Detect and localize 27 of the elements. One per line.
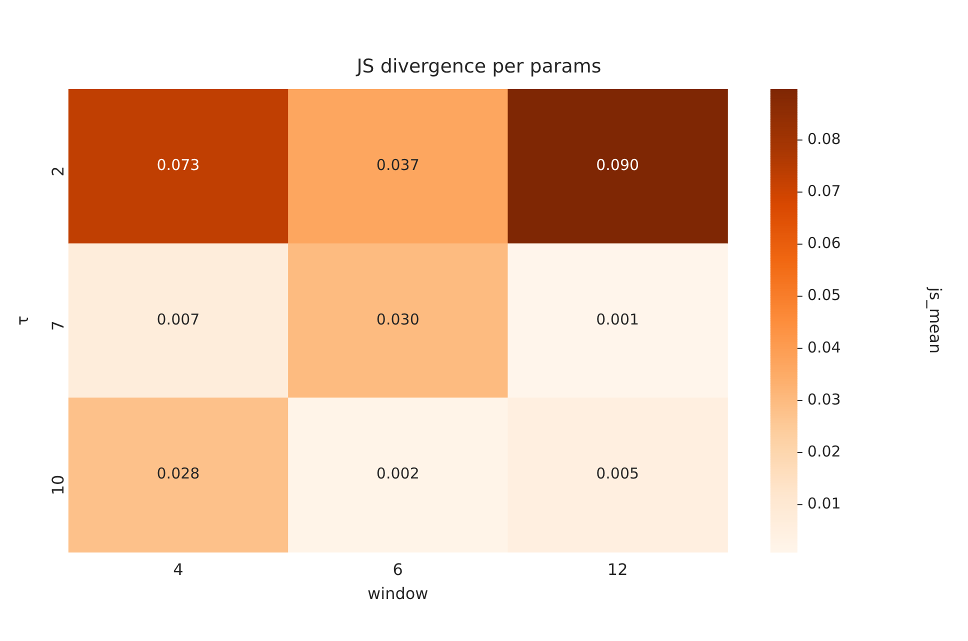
data-label: 0.002: [376, 464, 420, 483]
y-tick-label: 10: [48, 474, 68, 496]
data-label: 0.030: [376, 310, 420, 328]
y-tick-label: 2: [48, 166, 68, 176]
x-axis-title: window: [368, 584, 428, 603]
color-bar-label: 0.06: [807, 234, 841, 252]
color-bar-label: 0.03: [807, 390, 841, 408]
data-label: 0.090: [596, 156, 640, 174]
data-label: 0.028: [156, 464, 200, 483]
color-bar-label: 0.07: [807, 182, 841, 200]
data-label: 0.007: [156, 310, 200, 328]
x-tick-label: 4: [173, 560, 184, 579]
chart-title: JS divergence per params: [356, 56, 602, 78]
color-bar-label: 0.01: [807, 494, 841, 512]
color-bar-label: 0.02: [807, 442, 841, 460]
x-tick-label: 6: [392, 560, 403, 579]
y-tick-label: 7: [48, 320, 68, 331]
data-label: 0.005: [596, 464, 640, 483]
color-bar-title: js_mean: [926, 286, 946, 354]
data-label: 0.073: [156, 156, 200, 174]
data-label: 0.037: [376, 156, 420, 174]
x-tick-label: 12: [607, 560, 628, 579]
data-label: 0.001: [596, 310, 640, 328]
color-bar-label: 0.05: [807, 286, 841, 304]
y-axis-title: τ: [12, 316, 32, 326]
color-bar-label: 0.08: [807, 130, 841, 148]
color-bar-label: 0.04: [807, 338, 841, 356]
